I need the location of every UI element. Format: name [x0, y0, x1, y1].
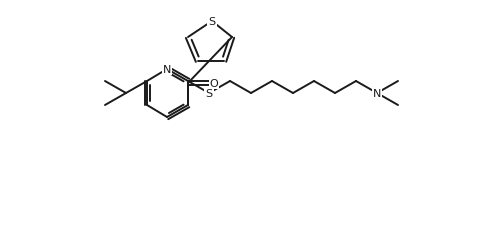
- Text: S: S: [209, 17, 215, 27]
- Text: S: S: [206, 89, 213, 99]
- Text: N: N: [373, 89, 381, 99]
- Text: N: N: [163, 65, 171, 75]
- Text: O: O: [210, 79, 218, 89]
